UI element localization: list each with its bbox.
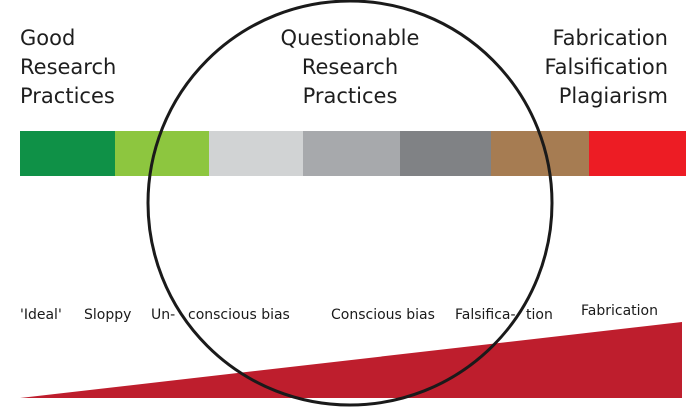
heading-left-line-2: Research [20,55,117,79]
heading-misconduct: Fabrication Falsification Plagiarism [545,24,669,111]
spectrum-segment-3 [209,131,303,176]
heading-right-line-1: Fabrication [552,26,668,50]
scale-label-conscious-bias-unconscious: conscious bias [188,307,290,323]
heading-center-line-1: Questionable [280,26,420,50]
scale-label-un: Un- [151,307,176,323]
scale-label-falsifica: Falsifica- [455,307,516,323]
heading-left-line-1: Good [20,26,76,50]
scale-label-tion: tion [526,307,553,323]
spectrum-segment-5 [400,131,491,176]
heading-right-line-2: Falsification [544,55,669,79]
scale-label-ideal: 'Ideal' [20,307,62,323]
spectrum-segment-1 [20,131,115,176]
heading-right-line-3: Plagiarism [558,84,668,108]
spectrum-segment-7 [589,131,686,176]
spectrum-segment-2 [115,131,209,176]
severity-wedge [20,322,682,398]
scale-label-sloppy: Sloppy [84,307,132,323]
scale-label-fabrication: Fabrication [581,303,658,319]
heading-good-research-practices: Good Research Practices [20,24,116,111]
questionable-practices-circle [146,0,554,407]
heading-questionable-research-practices: Questionable Research Practices [262,24,438,111]
spectrum-bar [20,131,686,176]
heading-center-line-3: Practices [302,84,398,108]
spectrum-segment-4 [303,131,400,176]
heading-left-line-3: Practices [20,84,115,108]
scale-label-conscious-bias: Conscious bias [331,307,435,323]
heading-center-line-2: Research [301,55,399,79]
